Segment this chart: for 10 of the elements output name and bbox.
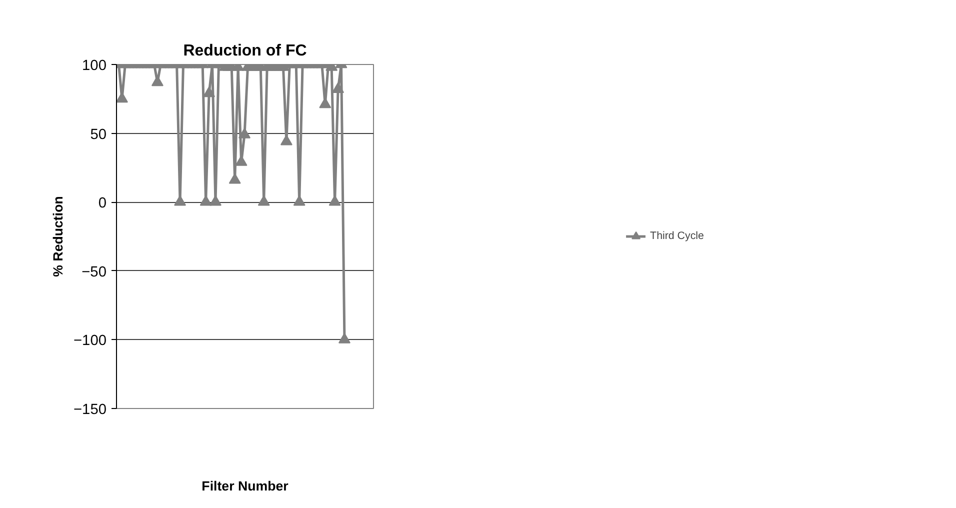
y-tick-label: −100 bbox=[73, 333, 107, 350]
y-tick-label: 0 bbox=[98, 196, 107, 212]
x-axis-title: Filter Number bbox=[202, 478, 288, 494]
legend-label: Third Cycle bbox=[650, 230, 704, 242]
chart-title: Reduction of FC bbox=[183, 42, 308, 60]
y-tick-label: −50 bbox=[82, 264, 107, 280]
y-tick-label: 50 bbox=[90, 126, 107, 143]
y-axis-title: % Reduction bbox=[50, 196, 66, 277]
y-tick-label: 100 bbox=[82, 58, 107, 74]
y-tick-label: −150 bbox=[73, 402, 107, 418]
